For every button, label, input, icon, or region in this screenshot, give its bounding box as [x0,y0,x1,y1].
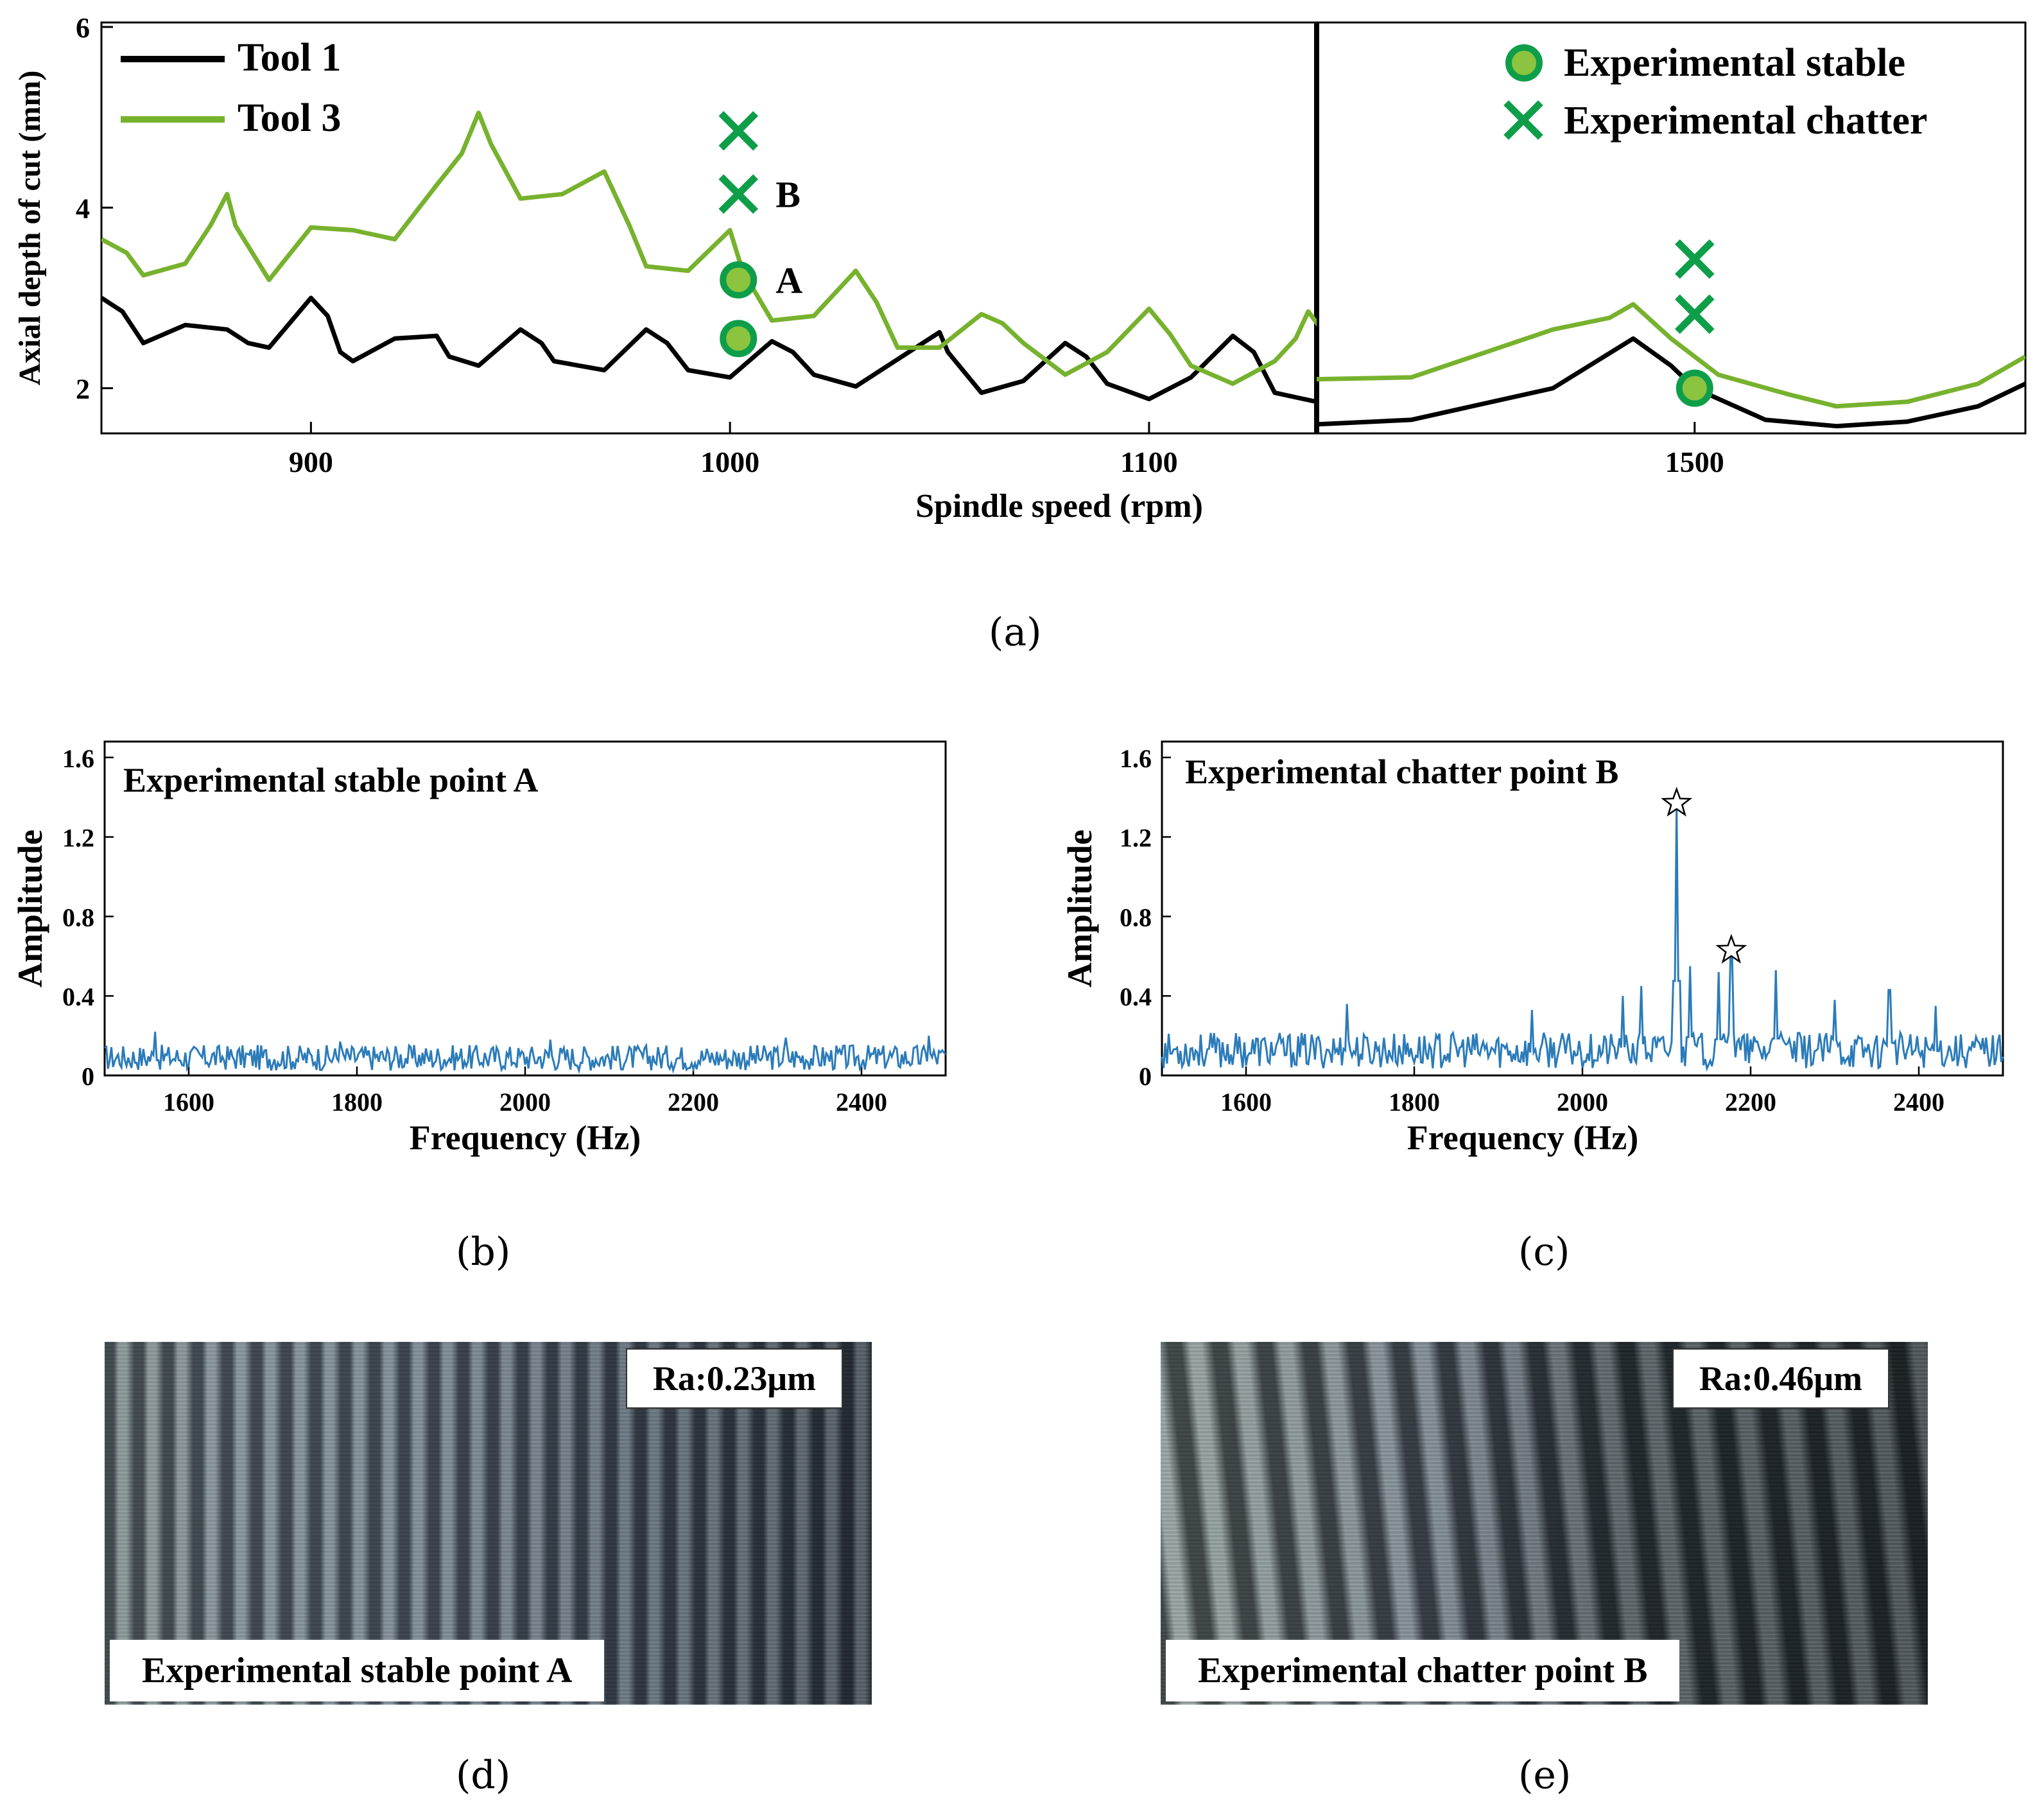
y-tick-label: 0 [82,1062,94,1091]
legend-label-tool3: Tool 3 [238,96,341,140]
y-tick-label: 1.2 [1120,824,1152,853]
y-tick-label: 4 [76,193,90,224]
marker-stroke [718,174,758,214]
legend-stable-marker [1505,44,1543,82]
chatter-point-marker [718,174,758,214]
chatter-point-marker [718,111,758,151]
x-axis-label: Spindle speed (rpm) [915,488,1203,525]
stable-point-marker [720,320,758,358]
stable-point-marker [1676,369,1713,407]
x-tick-label: 2200 [1725,1088,1776,1117]
panel-label-b: (b) [456,1230,511,1274]
roughness-value: Ra:0.23μm [625,1348,843,1409]
legend-chatter-marker [1503,100,1543,140]
y-tick-label: 1.6 [1120,744,1152,773]
peak-star-marker [1661,787,1693,817]
x-tick-label: 2200 [668,1088,719,1117]
spectrum-title: Experimental stable point A [123,761,539,799]
x-tick-label: 900 [289,446,333,478]
point-label: A [775,259,802,301]
marker-stroke [1675,294,1715,335]
y-tick-label: 0.4 [62,982,94,1011]
stable-point-marker [720,261,758,299]
legend-label-chatter: Experimental chatter [1564,99,1927,143]
spectrum-line [1161,804,2004,1072]
surface-photo-stable: Ra:0.23μm Experimental stable point A [105,1342,872,1705]
chatter-point-marker [1675,294,1715,335]
y-tick-label: 0.8 [62,903,94,932]
tool1-line-right [1317,336,2025,429]
surface-photo-chatter: Ra:0.46μm Experimental chatter point B [1161,1342,1928,1705]
tool1-line-left [101,295,1317,404]
x-tick-label: 2000 [1557,1088,1608,1117]
panel-label-d: (d) [456,1753,511,1798]
x-tick-label: 1800 [1389,1088,1440,1117]
x-axis-label: Frequency (Hz) [1407,1118,1638,1157]
y-tick-label: 2 [76,374,90,405]
y-tick-label: 6 [76,12,90,44]
roughness-value: Ra:0.46μm [1672,1348,1889,1409]
spectrum-title: Experimental chatter point B [1185,752,1618,791]
y-axis-label: Amplitude [11,830,49,987]
x-tick-label: 2400 [836,1088,887,1117]
tool3-line-right [1317,302,2025,409]
x-tick-label: 1100 [1120,446,1177,478]
y-tick-label: 1.2 [62,824,94,853]
plot-frame [1161,740,2004,1077]
x-tick-label: 2400 [1893,1088,1944,1117]
photo-caption: Experimental chatter point B [1166,1640,1680,1701]
y-axis-label: Axial depth of cut (mm) [13,71,47,386]
x-axis-label: Frequency (Hz) [410,1118,641,1157]
point-label: B [775,173,801,215]
y-tick-label: 1.6 [62,744,94,773]
marker-stroke [1675,239,1715,279]
x-tick-label: 1800 [331,1088,383,1117]
x-tick-label: 1600 [1220,1088,1272,1117]
x-tick-label: 1000 [700,446,759,478]
photo-caption: Experimental stable point A [110,1640,605,1701]
tool3-line-left [101,110,1317,387]
x-tick-label: 1500 [1665,446,1724,478]
spectrum-line [104,1031,947,1075]
legend-label-stable: Experimental stable [1564,41,1905,85]
spectrum-chart-stable: 0 0.4 0.8 1.2 1.6 1600 1800 2000 2200 2400 Experi… [11,740,947,1157]
spectrum-chart-chatter: 0 0.4 0.8 1.2 1.6 1600 1800 2000 2200 2400 Experi… [1061,740,2004,1157]
panel-label-e: (e) [1518,1753,1572,1798]
y-tick-label: 0.4 [1120,982,1152,1011]
x-tick-label: 2000 [499,1088,551,1117]
peak-star-marker [1715,934,1747,964]
x-tick-label: 1600 [163,1088,214,1117]
marker-stroke [718,111,758,151]
panel-label-c: (c) [1518,1230,1570,1274]
y-tick-label: 0 [1139,1062,1152,1091]
legend-label-tool1: Tool 1 [238,36,341,80]
y-axis-label: Amplitude [1061,830,1099,987]
stability-lobe-chart: 2 4 6 900 1000 1100 1500 B A Spindle speed (rpm… [13,12,2027,525]
chatter-point-marker [1675,239,1715,279]
y-tick-label: 0.8 [1120,903,1152,932]
panel-label-a: (a) [989,610,1042,655]
